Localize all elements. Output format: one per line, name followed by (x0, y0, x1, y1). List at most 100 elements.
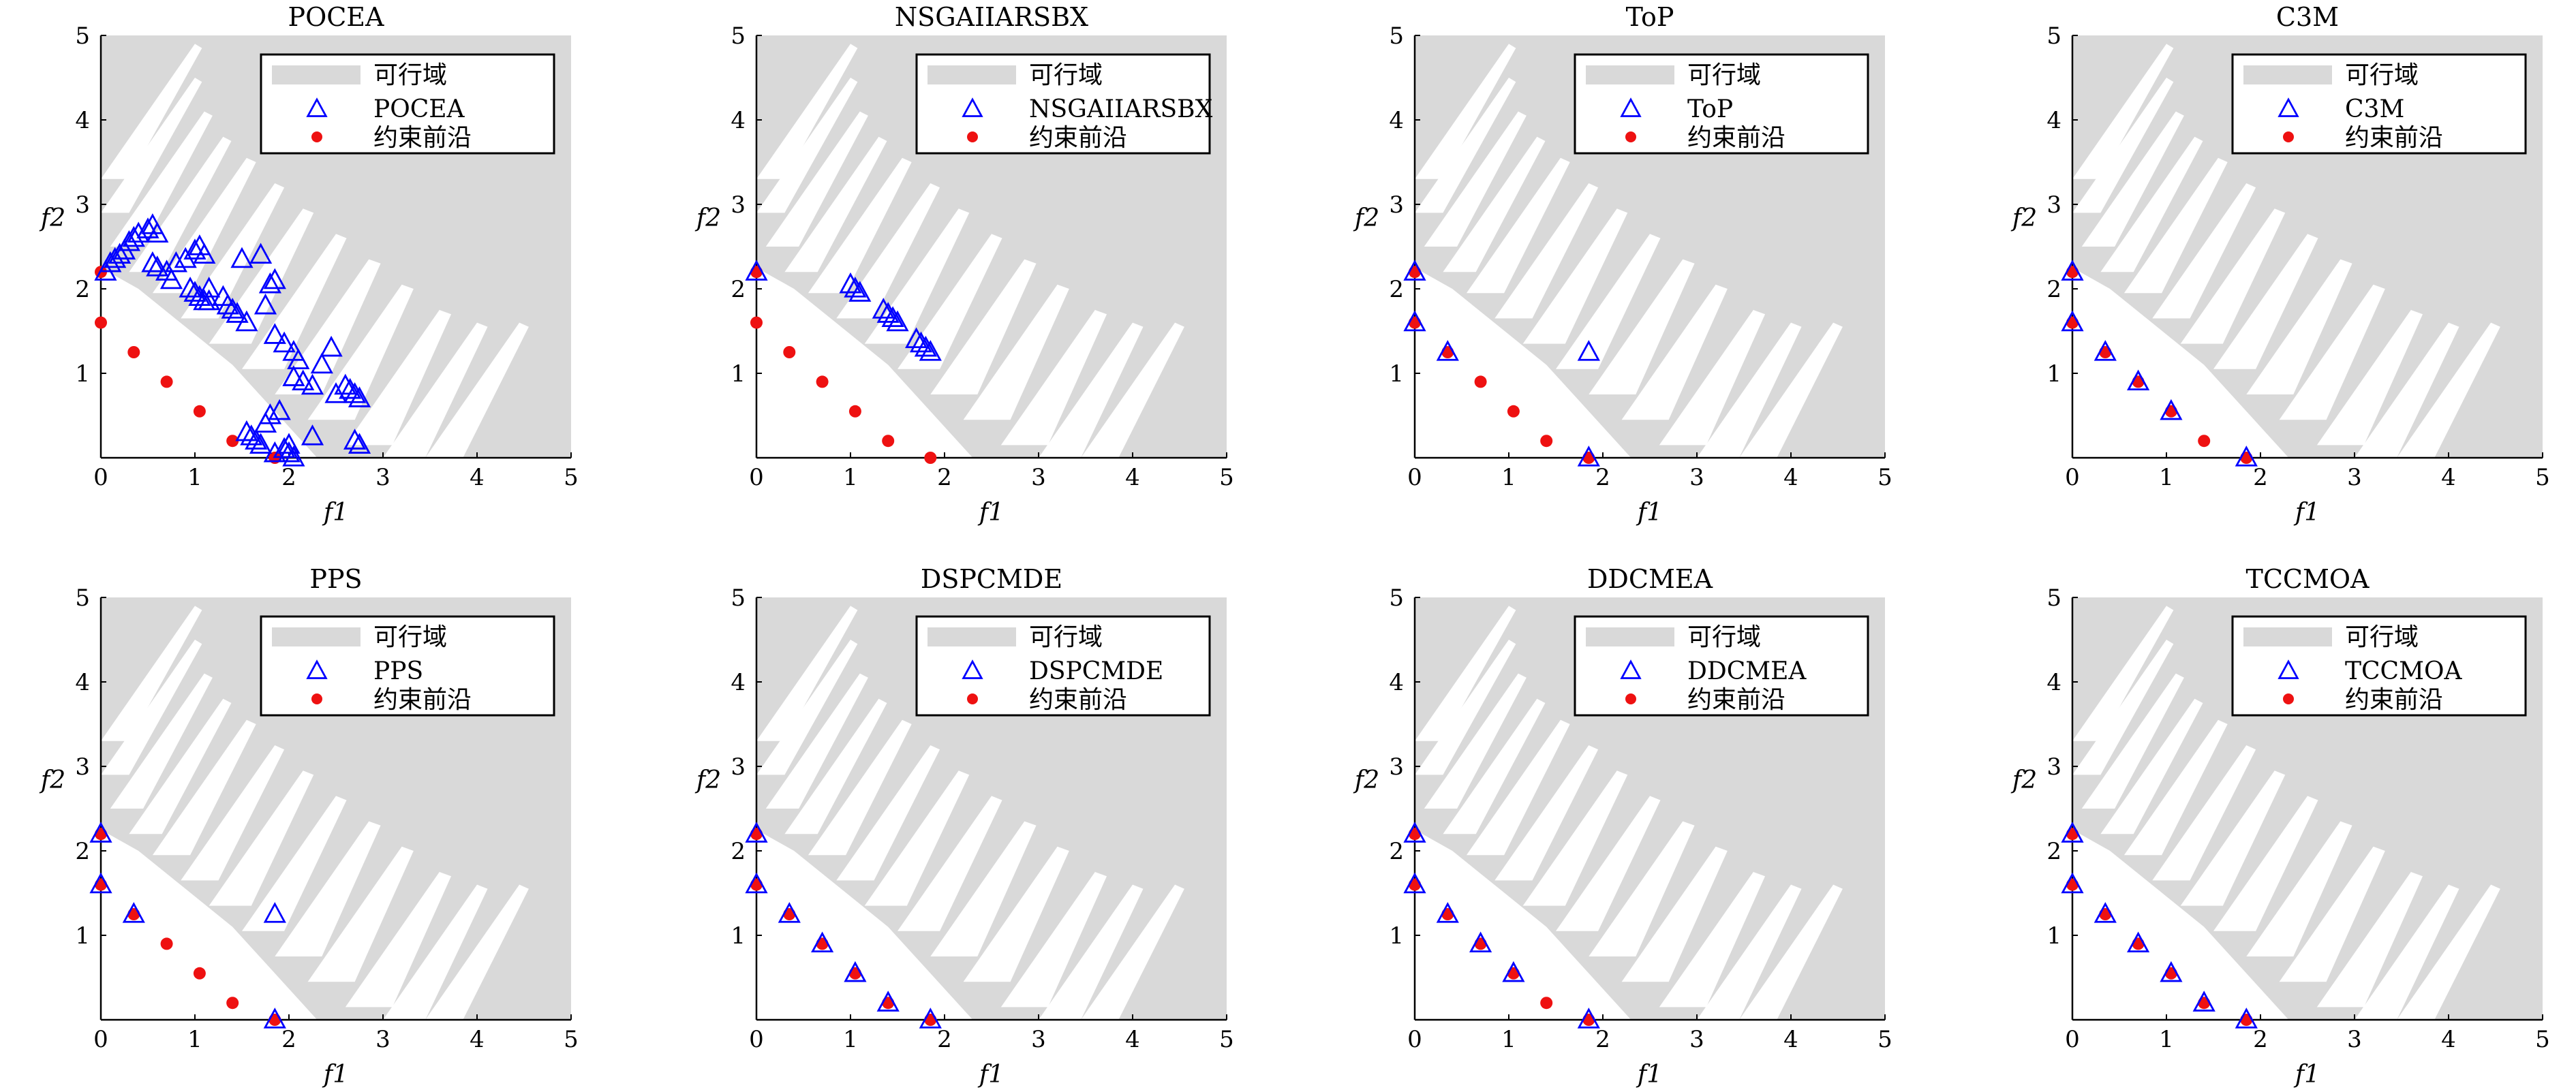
algorithm-point (273, 437, 296, 458)
algorithm-point (881, 306, 904, 328)
x-axis-label: f1 (322, 499, 348, 527)
infeasible-stripe (765, 673, 868, 809)
y-tick-label: 3 (1389, 753, 1404, 781)
algorithm-point (1577, 340, 1600, 361)
legend-swatch-feasible (927, 65, 1016, 84)
x-tick-label: 3 (1689, 1026, 1704, 1053)
front-point (127, 346, 140, 358)
legend-label: TCCMOA (2345, 657, 2462, 685)
y-tick-label: 1 (731, 922, 746, 950)
x-axis-label: f1 (1636, 499, 1662, 527)
infeasible-stripe (765, 111, 868, 247)
x-tick-label: 2 (2253, 1026, 2268, 1053)
y-tick-label: 4 (75, 107, 90, 134)
algorithm-point (1403, 872, 1426, 894)
x-tick-label: 1 (2159, 1026, 2174, 1053)
front-point (2198, 435, 2211, 448)
algorithm-point (848, 281, 872, 302)
infeasible-stripe (2072, 78, 2174, 213)
algorithm-point (844, 961, 867, 982)
algorithm-point (136, 217, 159, 238)
infeasible-stripe (345, 310, 452, 446)
algorithm-point (1403, 822, 1426, 843)
infeasible-stripe (2100, 698, 2203, 834)
infeasible-stripe (307, 846, 414, 982)
infeasible-stripe (1081, 322, 1184, 458)
algorithm-point (343, 382, 367, 403)
x-tick-label: 4 (1783, 464, 1798, 491)
legend-swatch-feasible (272, 627, 361, 646)
algorithm-point (2094, 902, 2117, 923)
infeasible-stripe (756, 44, 858, 179)
y-tick-label: 4 (731, 669, 746, 696)
infeasible-region (756, 44, 1184, 458)
chart-title: DSPCMDE (921, 564, 1062, 594)
algorithm-point (226, 302, 249, 323)
y-tick-label: 5 (1389, 584, 1404, 612)
x-tick-label: 3 (1031, 1026, 1046, 1053)
y-tick-label: 4 (731, 107, 746, 134)
x-tick-label: 0 (2065, 464, 2080, 491)
front-point (1540, 435, 1553, 448)
infeasible-stripe (1621, 846, 1728, 982)
infeasible-stripe (2081, 673, 2184, 809)
algorithm-point (745, 822, 768, 843)
x-tick-label: 2 (937, 1026, 952, 1053)
y-tick-label: 2 (731, 838, 746, 865)
infeasible-stripe (2072, 44, 2174, 179)
legend-label: 可行域 (373, 623, 447, 651)
algorithm-point (348, 386, 371, 407)
infeasible-region (2072, 606, 2500, 1020)
algorithm-point (230, 247, 254, 268)
infeasible-stripe (2123, 719, 2228, 856)
x-tick-label: 1 (843, 1026, 858, 1053)
infeasible-stripe (242, 234, 347, 369)
y-tick-label: 5 (731, 22, 746, 50)
legend-swatch-front (967, 131, 978, 142)
legend-swatch-algorithm (306, 659, 328, 679)
algorithm-point (2061, 872, 2084, 894)
infeasible-stripe (1415, 640, 1516, 775)
algorithm-point (919, 340, 942, 361)
algorithm-point (2235, 446, 2258, 467)
chart-title: NSGAIIARSBX (895, 2, 1088, 32)
algorithm-point (1403, 310, 1426, 332)
front-point (750, 316, 763, 329)
infeasible-wedge (756, 830, 973, 1020)
y-tick-label: 5 (2046, 22, 2061, 50)
infeasible-stripe (1659, 310, 1766, 446)
x-tick-label: 0 (749, 1026, 764, 1053)
infeasible-stripe (2180, 770, 2286, 906)
y-tick-label: 4 (2046, 107, 2061, 134)
algorithm-point (198, 289, 221, 311)
x-tick-label: 0 (2065, 1026, 2080, 1053)
algorithm-point (339, 377, 362, 399)
x-tick-label: 5 (2535, 1026, 2550, 1053)
infeasible-stripe (1659, 872, 1766, 1008)
algorithm-point (240, 424, 263, 446)
y-tick-label: 3 (2046, 191, 2061, 219)
algorithm-point (263, 323, 286, 344)
infeasible-stripe (1522, 770, 1628, 906)
infeasible-stripe (383, 322, 488, 458)
infeasible-stripe (1556, 234, 1661, 369)
x-axis-label: f1 (977, 499, 1004, 527)
algorithm-point (263, 1008, 286, 1029)
chart-title: TCCMOA (2245, 564, 2370, 594)
infeasible-stripe (101, 44, 202, 179)
algorithm-point (282, 446, 305, 467)
front-point (924, 452, 937, 464)
infeasible-wedge (2072, 830, 2289, 1020)
legend-label: NSGAIIARSBX (1029, 95, 1213, 123)
algorithm-point (2126, 369, 2150, 391)
algorithm-point (277, 441, 301, 463)
algorithm-point (188, 285, 211, 307)
